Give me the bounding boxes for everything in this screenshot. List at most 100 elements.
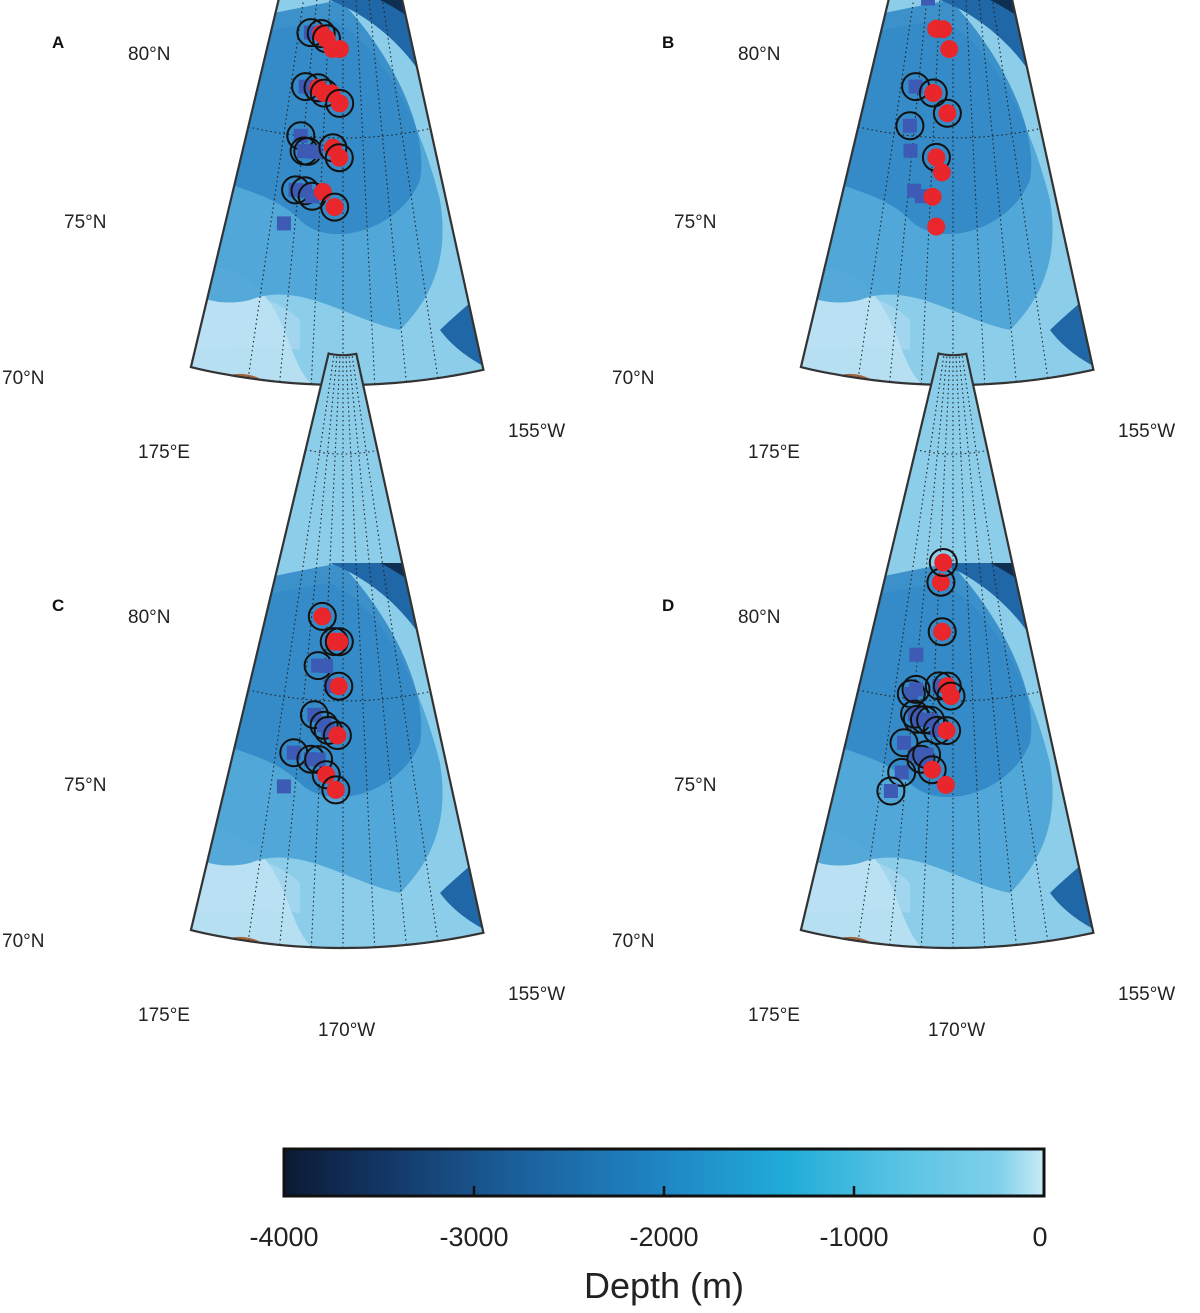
longitude-label: 155°W bbox=[508, 421, 565, 442]
station-circle-marker bbox=[330, 94, 349, 113]
graticule bbox=[247, 0, 439, 385]
station-ring bbox=[324, 671, 354, 701]
station-square-marker bbox=[909, 682, 923, 697]
bathymetry bbox=[800, 0, 1094, 385]
panel-letter: C bbox=[52, 596, 64, 615]
station-circle-marker bbox=[934, 20, 953, 39]
stations bbox=[276, 18, 355, 231]
longitude-label: 175°E bbox=[748, 1005, 800, 1026]
latitude-line bbox=[858, 126, 1041, 139]
station-circle-marker bbox=[923, 187, 942, 206]
map-frame bbox=[189, 0, 485, 387]
depth-colorbar: -4000 -3000 -2000 -1000 0 Depth (m) bbox=[249, 1147, 1048, 1306]
station-square-marker bbox=[897, 735, 911, 750]
station-square-marker bbox=[902, 118, 917, 133]
mainland-coast bbox=[1050, 358, 1094, 385]
latitude-label: 70°N bbox=[612, 368, 654, 389]
station-circle-marker bbox=[328, 726, 347, 745]
colorbar-tick-label: -4000 bbox=[249, 1222, 318, 1252]
station-circle-marker bbox=[942, 687, 960, 706]
stations bbox=[276, 601, 354, 805]
station-circle-marker bbox=[931, 573, 950, 592]
station-circle-marker bbox=[933, 622, 952, 641]
station-ring bbox=[889, 728, 919, 758]
latitude-line bbox=[915, 449, 988, 455]
station-square-marker bbox=[894, 765, 909, 780]
station-ring bbox=[895, 111, 925, 141]
latitude-label: 75°N bbox=[64, 775, 106, 796]
station-circle-marker bbox=[329, 677, 348, 696]
latitude-label: 80°N bbox=[128, 607, 170, 628]
station-circle-marker bbox=[936, 775, 955, 794]
map-frame bbox=[799, 0, 1095, 387]
station-square-marker bbox=[276, 779, 291, 794]
station-circle-marker bbox=[313, 607, 332, 626]
station-circle-marker bbox=[330, 148, 349, 167]
station-ring bbox=[325, 88, 355, 118]
station-circle-marker bbox=[325, 198, 344, 217]
stations bbox=[895, 0, 962, 236]
station-circle-marker bbox=[938, 104, 957, 123]
map-panel-c: C 80°N 75°N 70°N 175°E 170°W 155°W bbox=[2, 352, 565, 1041]
latitude-label: 75°N bbox=[64, 212, 106, 233]
station-square-marker bbox=[298, 79, 313, 94]
station-circle-marker bbox=[326, 780, 345, 799]
colorbar-tick-label: -3000 bbox=[439, 1222, 508, 1252]
station-circle-marker bbox=[924, 84, 943, 102]
colorbar-tick-label: -2000 bbox=[629, 1222, 698, 1252]
latitude-label: 80°N bbox=[738, 607, 780, 628]
station-ring bbox=[901, 674, 931, 704]
shallow-shelf-band bbox=[190, 856, 300, 923]
shallow-shelf bbox=[190, 828, 330, 948]
latitude-line bbox=[248, 126, 431, 139]
latitude-label: 70°N bbox=[2, 368, 44, 389]
panel-letter: B bbox=[662, 33, 674, 52]
latitude-label: 80°N bbox=[738, 44, 780, 65]
map-frame bbox=[189, 352, 485, 950]
map-panel-d: D 80°N 75°N 70°N 175°E 170°W 155°W bbox=[612, 352, 1175, 1041]
shallow-shelf bbox=[800, 265, 940, 385]
latitude-line bbox=[248, 689, 431, 702]
graticule bbox=[857, 354, 1049, 948]
map-frame bbox=[799, 352, 1095, 950]
shallow-shelf-band bbox=[800, 856, 910, 923]
colorbar-title: Depth (m) bbox=[584, 1265, 744, 1306]
station-ring bbox=[906, 744, 936, 774]
station-ring bbox=[307, 601, 337, 631]
station-ring bbox=[324, 143, 354, 173]
station-ring bbox=[927, 617, 957, 647]
latitude-line bbox=[305, 449, 378, 455]
panel-letter: A bbox=[52, 33, 64, 52]
station-square-marker bbox=[919, 747, 934, 762]
station-circle-marker bbox=[940, 40, 959, 59]
colorbar-tick-label: -1000 bbox=[819, 1222, 888, 1252]
station-circle-marker bbox=[317, 765, 336, 784]
station-circle-marker bbox=[923, 760, 942, 779]
station-ring bbox=[320, 192, 350, 222]
station-ring bbox=[918, 78, 948, 108]
station-ring bbox=[311, 760, 341, 790]
latitude-label: 75°N bbox=[674, 775, 716, 796]
station-circle-marker bbox=[330, 40, 349, 59]
station-ring bbox=[932, 716, 962, 746]
station-square-marker bbox=[903, 143, 918, 158]
graticule bbox=[857, 0, 1049, 385]
longitude-label: 155°W bbox=[508, 984, 565, 1005]
station-circle-marker bbox=[313, 182, 332, 201]
station-square-marker bbox=[319, 659, 333, 673]
longitude-label: 155°W bbox=[1118, 984, 1175, 1005]
station-square-marker bbox=[921, 0, 935, 6]
station-square-marker bbox=[883, 784, 898, 798]
graticule bbox=[247, 354, 439, 948]
station-square-marker bbox=[909, 647, 924, 662]
shallow-shelf-band bbox=[190, 293, 300, 360]
station-circle-marker bbox=[330, 632, 349, 651]
station-square-marker bbox=[276, 216, 291, 231]
longitude-label: 175°E bbox=[748, 442, 800, 463]
latitude-label: 75°N bbox=[674, 212, 716, 233]
station-ring bbox=[324, 627, 354, 657]
station-circle-marker bbox=[927, 148, 946, 167]
station-ring bbox=[917, 755, 947, 785]
station-square-marker bbox=[311, 752, 326, 767]
